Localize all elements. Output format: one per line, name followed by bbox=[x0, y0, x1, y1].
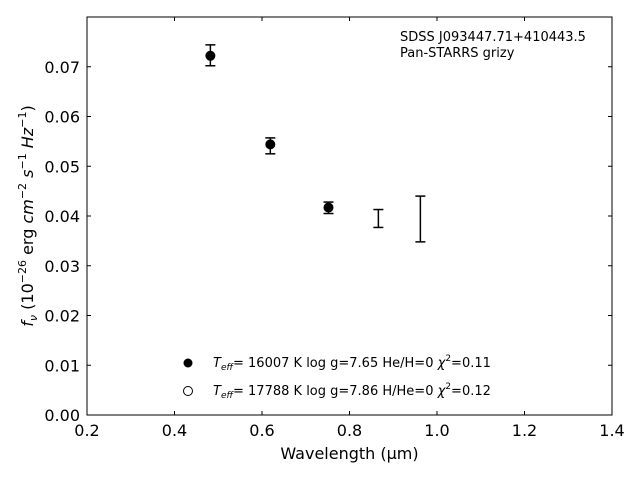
data-points bbox=[205, 50, 334, 213]
y-tick-label: 0.05 bbox=[44, 157, 80, 176]
y-axis-label: fν (10−26 erg cm−2 s−1 Hz−1) bbox=[16, 105, 40, 326]
annotation-line-1: SDSS J093447.71+410443.5 bbox=[400, 30, 586, 45]
legend-entry-2: Teff= 17788 K log g=7.86 H/He=0 χ2=0.12 bbox=[213, 382, 491, 401]
y-tick-label: 0.06 bbox=[44, 108, 80, 127]
x-tick-label: 0.4 bbox=[162, 421, 187, 440]
data-point-filled bbox=[265, 139, 276, 150]
x-tick-label: 1.0 bbox=[424, 421, 449, 440]
y-tick-label: 0.03 bbox=[44, 257, 80, 276]
x-tick-label: 1.4 bbox=[599, 421, 624, 440]
annotation-line-2: Pan-STARRS grizy bbox=[400, 46, 515, 61]
x-tick-label: 0.2 bbox=[74, 421, 99, 440]
x-axis-label: Wavelength (μm) bbox=[280, 444, 418, 463]
legend: Teff= 16007 K log g=7.65 He/H=0 χ2=0.11 … bbox=[183, 354, 491, 401]
y-tick-label: 0.02 bbox=[44, 307, 80, 326]
legend-marker-filled bbox=[183, 358, 193, 368]
y-tick-label: 0.07 bbox=[44, 58, 80, 77]
x-tick-label: 1.2 bbox=[512, 421, 537, 440]
x-axis: 0.2 0.4 0.6 0.8 1.0 1.2 1.4 bbox=[74, 17, 625, 440]
x-tick-label: 0.8 bbox=[337, 421, 362, 440]
legend-entry-1: Teff= 16007 K log g=7.65 He/H=0 χ2=0.11 bbox=[213, 354, 491, 373]
y-tick-label: 0.01 bbox=[44, 356, 80, 375]
data-point-filled bbox=[205, 50, 216, 61]
legend-marker-open bbox=[183, 386, 193, 396]
x-tick-label: 0.6 bbox=[249, 421, 274, 440]
y-tick-label: 0.00 bbox=[44, 406, 80, 425]
y-tick-label: 0.04 bbox=[44, 207, 80, 226]
data-point-filled bbox=[323, 202, 334, 213]
error-bars bbox=[205, 44, 426, 243]
y-axis: 0.00 0.01 0.02 0.03 0.04 0.05 0.06 0.07 bbox=[44, 58, 612, 425]
